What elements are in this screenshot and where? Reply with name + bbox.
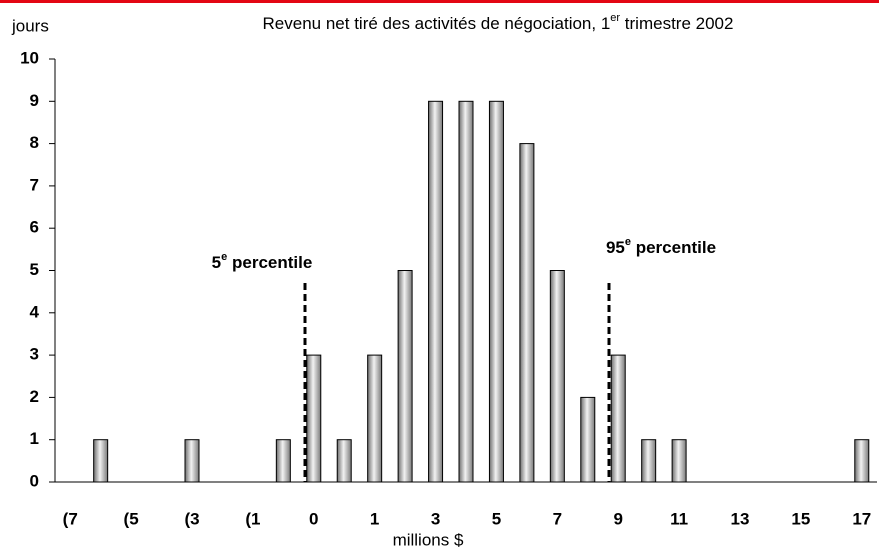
y-tick-label: 5 (30, 260, 39, 279)
x-tick-label: (3 (184, 509, 199, 528)
y-tick-label: 10 (20, 48, 39, 67)
x-tick-label: (1 (245, 509, 260, 528)
y-tick-label: 4 (30, 302, 40, 321)
annotation-rest: percentile (631, 238, 716, 257)
x-axis-label: millions $ (393, 530, 464, 549)
y-tick-label: 7 (30, 175, 39, 194)
y-tick-label: 2 (30, 387, 39, 406)
x-tick-label: (7 (63, 509, 78, 528)
bar (641, 439, 657, 483)
x-tick-label: 0 (309, 509, 318, 528)
annotation-text: 95 (606, 238, 625, 257)
annotation-sup: e (625, 236, 631, 248)
chart-title: Revenu net tiré des activités de négocia… (263, 12, 734, 34)
bar (428, 100, 444, 483)
y-tick-label: 1 (30, 429, 39, 448)
bar (275, 439, 291, 483)
y-tick-label: 3 (30, 345, 39, 364)
top-rule (0, 0, 879, 3)
bar (854, 439, 870, 483)
x-tick-label: 13 (731, 509, 750, 528)
annotation-rest: percentile (227, 253, 312, 272)
bar (397, 270, 413, 483)
annotation-sup: e (221, 251, 227, 263)
bar (336, 439, 352, 483)
y-tick-label: 6 (30, 218, 39, 237)
x-tick-label: 7 (553, 509, 562, 528)
x-tick-label: 17 (852, 509, 871, 528)
bar (367, 354, 383, 483)
x-tick-label: (5 (124, 509, 139, 528)
x-tick-label: 1 (370, 509, 379, 528)
bar (519, 143, 535, 483)
bar (306, 354, 322, 483)
bar (93, 439, 109, 483)
bar (671, 439, 687, 483)
title-end: trimestre 2002 (620, 14, 733, 33)
bar (610, 354, 626, 483)
x-tick-label: 5 (492, 509, 501, 528)
title-sup: er (610, 12, 620, 24)
title-main: Revenu net tiré des activités de négocia… (263, 14, 611, 33)
x-tick-label: 3 (431, 509, 440, 528)
y-axis-label: jours (11, 16, 49, 35)
bar (488, 100, 504, 483)
y-tick-label: 0 (30, 471, 39, 490)
x-tick-label: 11 (670, 509, 688, 528)
annotation: 5e percentile (212, 251, 313, 273)
y-tick-label: 8 (30, 133, 39, 152)
bar (184, 439, 200, 483)
x-tick-label: 9 (613, 509, 622, 528)
bar (580, 396, 596, 483)
x-tick-label: 15 (791, 509, 810, 528)
bar (458, 100, 474, 483)
y-tick-label: 9 (30, 91, 39, 110)
bar (549, 270, 565, 483)
annotation: 95e percentile (606, 236, 716, 258)
annotation-text: 5 (212, 253, 221, 272)
